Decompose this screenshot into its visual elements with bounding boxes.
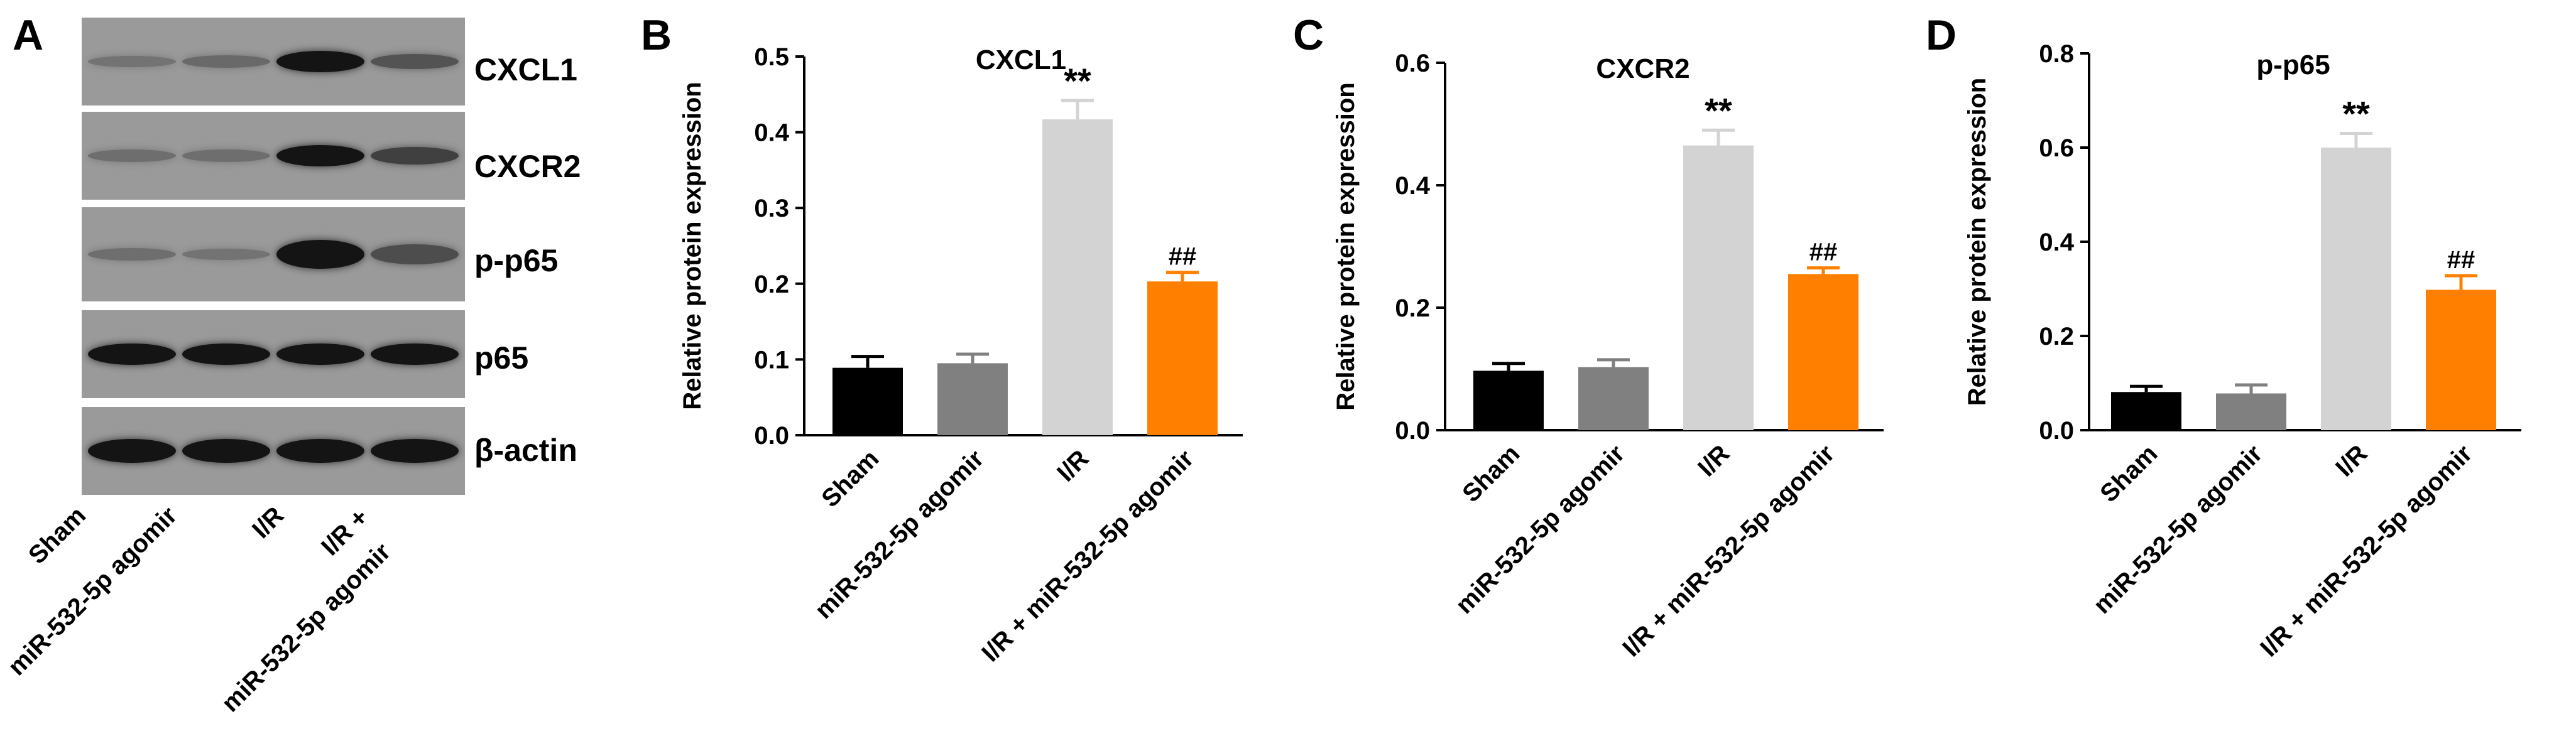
significance-mark: ## [2447, 246, 2475, 274]
bar-1 [2111, 392, 2181, 430]
bar-4 [1147, 281, 1218, 435]
y-axis-label: Relative protein expression [679, 82, 706, 409]
category-label: Sham [1457, 440, 1525, 507]
blot-band-sham [88, 56, 176, 67]
y-tick-label: 0.4 [754, 119, 789, 147]
blot-label-cxcr2: CXCR2 [474, 149, 581, 184]
blot-band-sham [88, 439, 176, 463]
blot-band-agomir [182, 249, 270, 260]
panel-label-d: D [1926, 11, 1957, 59]
lane-label-agomir: miR-532-5p agomir [3, 501, 183, 681]
blot-band-ir [276, 439, 364, 463]
blot-band-ir [276, 145, 364, 166]
chart-title: p-p65 [2256, 50, 2330, 80]
blot-band-ir-agomir [371, 343, 459, 365]
significance-mark: ## [1809, 239, 1838, 266]
bar-3 [1042, 119, 1113, 435]
category-label: Sham [816, 445, 884, 512]
bar-2 [2216, 393, 2286, 430]
category-label: I/R [1693, 440, 1735, 482]
blot-band-agomir [182, 55, 270, 68]
lane-label-ir: I/R [246, 501, 290, 544]
y-tick-label: 0.0 [754, 422, 789, 450]
category-label: I/R + miR-532-5p agomir [2255, 440, 2477, 662]
y-tick-label: 0.6 [1395, 50, 1430, 77]
blot-band-sham [88, 343, 176, 365]
y-tick-label: 0.6 [2039, 134, 2074, 162]
blot-band-ir [276, 343, 364, 365]
blot-band-agomir [182, 439, 270, 463]
panel-label-c: C [1293, 11, 1324, 59]
western-blot-panel: A CXCL1 CXCR2 p-p65 p65 β-actin Sham miR… [0, 0, 635, 741]
y-axis-label: Relative protein expression [1332, 82, 1360, 410]
blot-band-ir-agomir [371, 147, 459, 165]
y-tick-label: 0.5 [754, 43, 789, 71]
category-label: I/R + miR-532-5p agomir [976, 445, 1199, 667]
blot-band-agomir [182, 149, 270, 162]
category-label: Sham [2095, 440, 2163, 507]
blot-strip-p65 [82, 310, 465, 398]
significance-mark: ** [1705, 90, 1732, 130]
significance-mark: ** [2342, 94, 2370, 134]
blot-label-beta-actin: β-actin [474, 433, 577, 468]
chart-title: CXCR2 [1596, 53, 1689, 84]
y-tick-label: 0.0 [2039, 417, 2074, 445]
panel-label-a: A [13, 11, 44, 59]
category-label: I/R [2330, 440, 2372, 482]
significance-mark: ## [1169, 243, 1197, 271]
y-tick-label: 0.2 [754, 271, 789, 298]
category-label: miR-532-5p agomir [2088, 440, 2268, 619]
y-tick-label: 0.8 [2039, 40, 2074, 68]
bar-2 [1578, 367, 1649, 430]
bar-1 [832, 367, 903, 435]
blot-label-cxcl1: CXCL1 [474, 52, 577, 87]
category-label: I/R + miR-532-5p agomir [1617, 440, 1840, 662]
y-axis-label: Relative protein expression [1963, 78, 1991, 406]
blot-label-p65: p65 [474, 340, 529, 376]
y-tick-label: 0.3 [754, 195, 789, 222]
bar-4 [1788, 274, 1858, 430]
bar-4 [2426, 289, 2496, 430]
blot-strip-beta-actin [82, 407, 465, 495]
chart-cxcl1: Relative protein expression CXCL1 0.0 0.1 0.… [679, 43, 1243, 667]
blot-band-sham [88, 149, 176, 162]
y-tick-label: 0.2 [1395, 295, 1430, 322]
y-tick-label: 0.4 [1395, 172, 1430, 200]
blot-band-agomir [182, 343, 270, 365]
y-tick-label: 0.2 [2039, 323, 2074, 350]
chart-p-p65: Relative protein expression p-p65 0.0 0.2 0.… [1963, 40, 2521, 662]
blot-band-sham [88, 248, 176, 261]
blot-strip-cxcl1 [82, 18, 465, 105]
category-label: I/R [1052, 445, 1094, 487]
lane-label-ir-plus-agomir: miR-532-5p agomir [216, 538, 396, 718]
blot-band-ir-agomir [371, 439, 459, 463]
blot-band-ir [276, 51, 364, 72]
bar-2 [937, 363, 1008, 435]
blot-label-p-p65: p-p65 [474, 243, 559, 278]
panel-label-b: B [641, 11, 672, 59]
bar-3 [2321, 148, 2391, 430]
blot-band-ir [276, 240, 364, 269]
lane-label-sham: Sham [23, 501, 92, 570]
category-label: miR-532-5p agomir [1451, 440, 1630, 619]
y-tick-label: 0.1 [754, 346, 789, 374]
significance-mark: ** [1064, 61, 1091, 100]
blot-strip-cxcr2 [82, 112, 465, 200]
y-tick-label: 0.4 [2039, 229, 2074, 256]
category-label: miR-532-5p agomir [810, 445, 990, 624]
blot-band-ir-agomir [371, 54, 459, 69]
blot-band-ir-agomir [371, 244, 459, 264]
blot-strip-p-p65 [82, 207, 465, 301]
y-tick-label: 0.0 [1395, 417, 1430, 445]
bar-3 [1683, 145, 1754, 430]
bar-1 [1473, 370, 1544, 430]
chart-cxcr2: Relative protein expression CXCR2 0.0 0.2 0.… [1332, 50, 1884, 662]
chart-title: CXCL1 [976, 45, 1066, 75]
